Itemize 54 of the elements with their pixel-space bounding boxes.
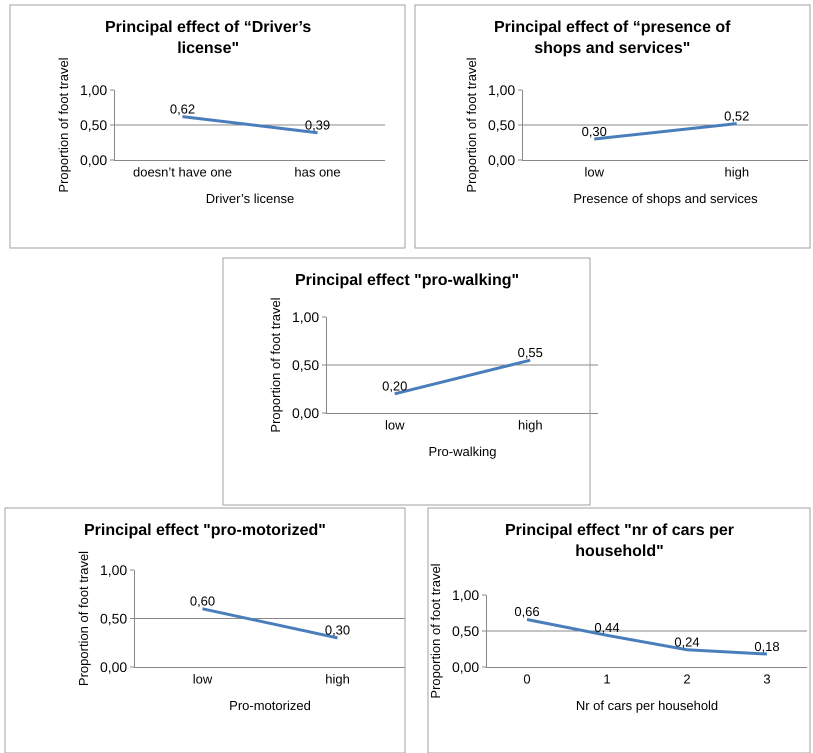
x-tick-label: 2: [683, 672, 691, 687]
x-tick-label: low: [384, 418, 406, 433]
y-tick-label: 0,50: [80, 116, 108, 133]
x-tick-label: 1: [603, 672, 611, 687]
x-tick-label: high: [325, 672, 350, 687]
data-label: 0,60: [190, 594, 216, 609]
x-axis-title: Pro-motorized: [229, 698, 311, 714]
x-axis-title: Nr of cars per household: [576, 698, 718, 714]
chart-title: Principal effect of “Driver’s license": [105, 19, 312, 57]
data-label: 0,66: [514, 604, 540, 620]
y-axis-title: Proportion of foot travel: [464, 57, 479, 193]
y-tick-label: 1,00: [80, 82, 108, 98]
x-tick-label: 3: [763, 672, 771, 687]
x-axis-title: Driver’s license: [206, 191, 294, 206]
y-tick-label: 1,00: [488, 82, 516, 98]
y-axis-title: Proportion of foot travel: [428, 563, 443, 699]
y-axis-title: Proportion of foot travel: [268, 297, 283, 433]
y-tick-label: 0,00: [488, 152, 516, 168]
y-tick-label: 0,50: [488, 116, 516, 133]
x-axis-title: Presence of shops and services: [573, 191, 758, 206]
y-tick-label: 0,50: [452, 622, 480, 639]
data-label: 0,62: [170, 101, 196, 116]
y-axis-title: Proportion of foot travel: [56, 57, 71, 193]
x-axis-title: Pro-walking: [428, 444, 496, 460]
chart-title: Principal effect of “presence of shops and services": [494, 19, 732, 57]
x-tick-label: high: [724, 164, 750, 180]
chart-title: Principal effect "nr of cars per household": [505, 522, 734, 560]
x-tick-label: high: [518, 418, 543, 433]
data-label: 0,44: [594, 620, 620, 636]
y-axis-title: Proportion of foot travel: [76, 550, 91, 686]
chart-title: Principal effect "pro-walking": [295, 272, 520, 289]
data-label: 0,30: [324, 622, 350, 638]
data-label: 0,30: [582, 124, 607, 139]
data-label: 0,55: [518, 344, 543, 360]
y-tick-label: 0,50: [100, 610, 128, 626]
y-tick-label: 0,00: [452, 658, 480, 675]
x-tick-label: low: [192, 672, 213, 687]
x-tick-label: has one: [294, 164, 341, 180]
y-tick-label: 1,00: [452, 586, 480, 603]
data-label: 0,20: [382, 378, 408, 394]
x-tick-label: low: [584, 164, 605, 180]
y-tick-label: 0,50: [292, 356, 320, 373]
chart-title: Principal effect "pro-motorized": [84, 522, 326, 539]
data-label: 0,24: [674, 634, 700, 650]
data-label: 0,39: [304, 117, 330, 132]
y-tick-label: 1,00: [100, 562, 128, 578]
x-tick-label: 0: [523, 672, 531, 687]
y-tick-label: 0,00: [292, 404, 320, 421]
data-label: 0,52: [724, 108, 750, 124]
y-tick-label: 0,00: [80, 152, 108, 168]
y-tick-label: 1,00: [292, 308, 320, 325]
x-tick-label: doesn’t have one: [132, 164, 232, 180]
data-label: 0,18: [754, 638, 780, 654]
y-tick-label: 0,00: [100, 658, 128, 675]
